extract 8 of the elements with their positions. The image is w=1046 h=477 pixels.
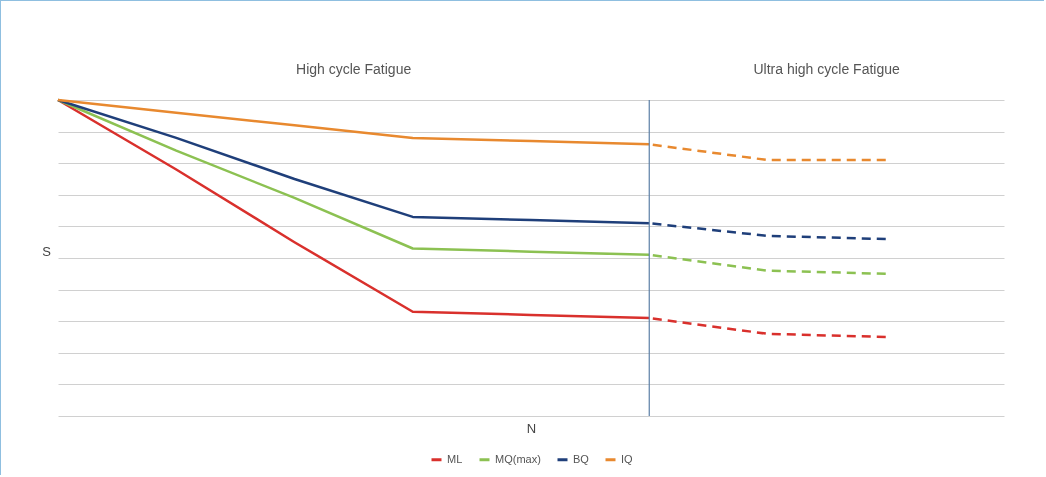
text: Ultra high cycle Fatigue — [753, 61, 900, 77]
text: High cycle Fatigue — [296, 61, 412, 77]
x-axis-title: N — [526, 420, 537, 436]
legend-label: IQ — [621, 452, 634, 465]
y-axis-title: S — [42, 243, 52, 259]
legend-label: MQ(max) — [495, 452, 541, 465]
legend-label: BQ — [573, 452, 590, 465]
legend-label: ML — [447, 452, 463, 465]
